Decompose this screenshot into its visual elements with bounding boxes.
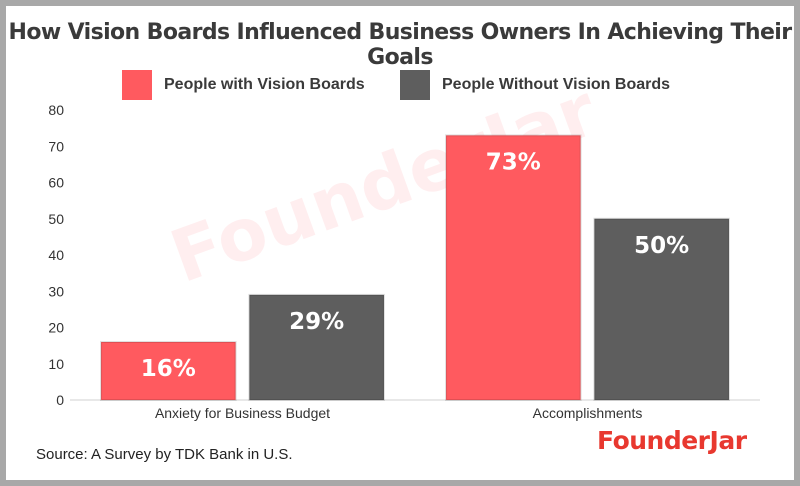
y-tick-label: 0 (56, 392, 64, 408)
bar-value-label: 16% (141, 356, 196, 382)
legend-swatch-without (400, 70, 430, 100)
y-tick-label: 20 (48, 320, 64, 336)
y-tick-label: 50 (48, 211, 64, 227)
bar-without-1 (593, 217, 730, 401)
legend-label-without: People Without Vision Boards (442, 76, 671, 93)
y-tick-label: 30 (48, 283, 64, 299)
bar-with-0 (100, 341, 237, 401)
bar-with-1 (445, 134, 582, 401)
y-tick-label: 80 (48, 102, 64, 118)
y-tick-label: 70 (48, 138, 64, 154)
brand-logo: FounderJar (597, 426, 747, 455)
x-category-label: Anxiety for Business Budget (155, 405, 330, 421)
y-tick-label: 10 (48, 356, 64, 372)
chart-title: How Vision Boards Influenced Business Ow… (8, 20, 793, 70)
bar-value-label: 50% (634, 233, 689, 259)
bar-value-label: 73% (486, 149, 541, 175)
legend-label-with: People with Vision Boards (164, 76, 365, 93)
y-tick-label: 60 (48, 175, 64, 191)
legend-swatch-with (122, 70, 152, 100)
y-tick-label: 40 (48, 247, 64, 263)
x-category-label: Accomplishments (533, 405, 643, 421)
bar-without-0 (248, 293, 385, 401)
bar-value-label: 29% (289, 309, 344, 335)
source-note: Source: A Survey by TDK Bank in U.S. (36, 446, 293, 463)
